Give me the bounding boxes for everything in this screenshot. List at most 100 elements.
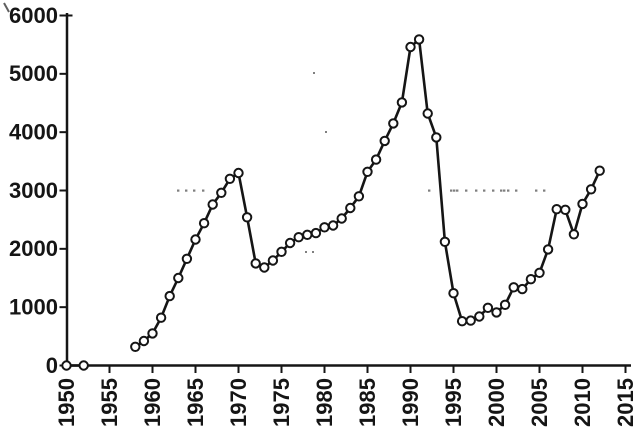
x-tick-group: 1950 1955 1960 1965 1970 1975 1980 1985 1990 1995… bbox=[54, 365, 638, 427]
data-point-marker bbox=[207, 199, 218, 210]
data-point-marker bbox=[319, 222, 330, 233]
x-tick-label: 1965 bbox=[183, 378, 208, 427]
y-tick-label: 1000 bbox=[9, 294, 58, 319]
data-point-marker bbox=[431, 132, 442, 143]
data-point-marker bbox=[250, 258, 261, 269]
data-point-marker bbox=[379, 135, 390, 147]
gridline-dot-artifact bbox=[465, 189, 468, 192]
data-point-marker bbox=[560, 204, 571, 216]
x-tick-label: 1960 bbox=[140, 378, 165, 427]
gridline-dot-artifact bbox=[456, 189, 459, 192]
gridline-dot-artifact bbox=[450, 189, 453, 192]
x-tick-label: 1955 bbox=[97, 378, 122, 427]
data-point-marker bbox=[474, 311, 485, 322]
data-point-marker bbox=[345, 202, 356, 214]
data-point-marker bbox=[241, 212, 253, 223]
data-point-marker bbox=[267, 255, 279, 266]
data-point-marker bbox=[456, 316, 468, 327]
data-point-marker bbox=[396, 97, 408, 108]
data-point-marker bbox=[465, 315, 476, 326]
x-tick-label: 2010 bbox=[570, 378, 595, 427]
x-tick-label: 1995 bbox=[441, 378, 466, 427]
x-tick-label: 1975 bbox=[269, 378, 294, 427]
x-tick-label: 1985 bbox=[355, 378, 380, 427]
data-point-marker bbox=[439, 236, 451, 248]
x-tick-label: 1990 bbox=[398, 378, 423, 427]
corner-pen-mark bbox=[3, 2, 10, 13]
data-point-marker bbox=[534, 267, 545, 278]
y-tick-label: 5000 bbox=[9, 61, 58, 86]
y-tick-group: 0 1000 2000 3000 4000 5000 6000 bbox=[9, 3, 73, 378]
data-point-marker bbox=[327, 220, 339, 231]
gridline-dot-artifact bbox=[177, 189, 180, 192]
data-point-marker bbox=[517, 283, 528, 295]
data-point-marker bbox=[370, 154, 382, 165]
data-point-marker bbox=[284, 237, 296, 249]
data-point-marker bbox=[353, 191, 365, 202]
data-point-marker bbox=[448, 288, 459, 299]
data-point-marker bbox=[276, 246, 287, 258]
gridline-dot-artifact bbox=[507, 189, 510, 192]
data-point-marker bbox=[542, 244, 554, 255]
data-point-marker bbox=[61, 360, 72, 371]
data-point-marker bbox=[198, 218, 210, 229]
data-point-marker bbox=[224, 173, 236, 185]
gridline-dot-artifact bbox=[185, 189, 188, 192]
y-tick-label: 2000 bbox=[9, 236, 58, 261]
gridline-dot-artifact bbox=[503, 189, 506, 192]
x-tick-label: 1970 bbox=[226, 378, 251, 427]
gridline-dot-artifact bbox=[453, 189, 456, 192]
gridline-dot-artifact bbox=[483, 189, 486, 192]
gridline-dot-artifact bbox=[515, 189, 518, 192]
y-tick-label: 6000 bbox=[9, 3, 58, 28]
data-point-marker bbox=[130, 341, 141, 352]
data-point-marker bbox=[259, 262, 270, 273]
data-point-marker bbox=[78, 360, 89, 371]
x-tick-label: 2000 bbox=[484, 378, 509, 427]
data-point-marker bbox=[138, 335, 150, 347]
gridline-dot-artifact bbox=[500, 189, 503, 192]
axes bbox=[65, 13, 631, 367]
y-tick-label: 4000 bbox=[9, 119, 58, 144]
data-point-marker bbox=[310, 227, 322, 239]
data-point-marker bbox=[155, 312, 167, 323]
data-point-marker bbox=[482, 302, 494, 313]
data-point-marker bbox=[190, 234, 201, 245]
data-point-marker bbox=[233, 167, 244, 179]
speck-artifact bbox=[313, 72, 315, 74]
data-point-marker bbox=[336, 213, 347, 224]
speck-artifact bbox=[312, 251, 314, 253]
series-main-series bbox=[130, 34, 605, 352]
data-point-marker bbox=[388, 118, 399, 129]
data-point-marker bbox=[405, 41, 416, 53]
data-point-marker bbox=[302, 229, 313, 241]
gridline-dot-artifact bbox=[202, 189, 205, 192]
data-point-marker bbox=[499, 299, 511, 310]
gridline-dot-artifact bbox=[535, 189, 538, 192]
y-tick-label: 0 bbox=[46, 353, 58, 378]
gridline-dot-artifact bbox=[492, 189, 495, 192]
data-point-marker bbox=[577, 198, 588, 210]
data-point-marker bbox=[568, 229, 580, 240]
data-point-marker bbox=[216, 187, 227, 199]
data-line bbox=[134, 38, 601, 349]
gridline-dot-artifact bbox=[428, 189, 431, 192]
data-point-marker bbox=[293, 232, 304, 243]
y-tick-label: 3000 bbox=[9, 178, 58, 203]
x-tick-label: 1950 bbox=[54, 378, 79, 427]
data-point-marker bbox=[422, 108, 433, 119]
series-early-points bbox=[61, 360, 89, 371]
data-point-marker bbox=[585, 184, 597, 195]
data-point-marker bbox=[164, 290, 175, 302]
x-tick-label: 1980 bbox=[312, 378, 337, 427]
scan-artifacts bbox=[3, 2, 546, 253]
gridline-dot-artifact bbox=[193, 189, 196, 192]
speck-artifact bbox=[305, 251, 307, 253]
data-point-marker bbox=[525, 274, 537, 285]
data-point-marker bbox=[173, 272, 184, 284]
data-point-marker bbox=[551, 204, 562, 215]
gridline-dot-artifact bbox=[475, 189, 478, 192]
data-point-marker bbox=[147, 328, 158, 339]
speck-artifact bbox=[325, 131, 327, 133]
